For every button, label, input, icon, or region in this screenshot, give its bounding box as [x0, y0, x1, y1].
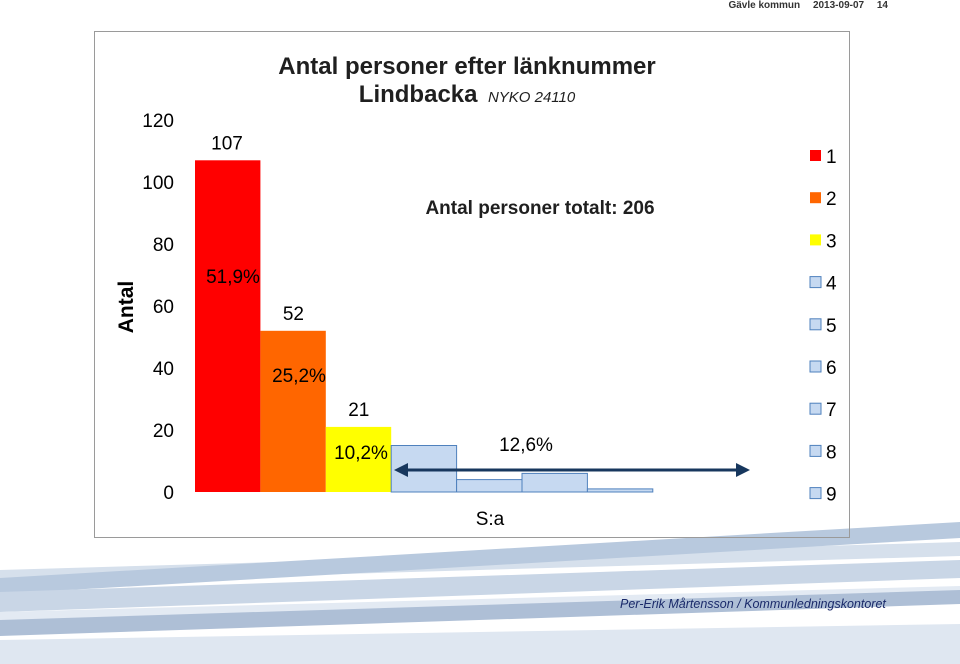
y-tick-label: 100 — [142, 173, 174, 194]
bar-3 — [325, 426, 392, 492]
legend-swatch-6 — [809, 360, 822, 373]
legend-swatch-7 — [809, 402, 822, 415]
range-arrow — [394, 463, 750, 477]
chart-title: Antal personer efter länknummer — [278, 53, 655, 80]
y-tick-label: 120 — [142, 111, 174, 132]
legend-swatch-9 — [809, 487, 822, 500]
legend-label-2: 2 — [826, 189, 837, 210]
bar-7 — [586, 488, 654, 493]
legend-label-6: 6 — [826, 358, 837, 379]
bar-2 — [260, 330, 326, 492]
legend-label-7: 7 — [826, 400, 837, 421]
bar-5 — [456, 479, 523, 493]
y-tick-label: 60 — [153, 297, 174, 318]
legend-label-1: 1 — [826, 147, 837, 168]
chart-subtitle-code: NYKO 24110 — [488, 89, 576, 106]
total-label: Antal personer totalt: 206 — [425, 198, 654, 219]
chart-subtitle-line: Lindbacka NYKO 24110 — [359, 81, 576, 108]
value-label-1: 107 — [211, 133, 243, 154]
legend-label-3: 3 — [826, 231, 837, 252]
y-axis-label: Antal — [115, 281, 138, 334]
y-axis-ticks: 0 20 40 60 80 100 120 — [142, 111, 174, 504]
bar-labels: 107 52 21 51,9% 25,2% 10,2% — [206, 133, 388, 464]
legend: 1 2 3 4 5 6 7 8 9 — [809, 147, 837, 506]
legend-label-5: 5 — [826, 316, 837, 337]
legend-label-9: 9 — [826, 485, 837, 506]
sum-label: S:a — [476, 509, 505, 530]
percent-label-1: 51,9% — [206, 267, 260, 288]
page-number: 14 — [876, 0, 888, 11]
bar-6 — [521, 472, 588, 493]
page-header: Gävle kommun 2013-09-07 14 — [728, 0, 888, 11]
footer-decoration — [0, 522, 960, 664]
legend-swatch-2 — [810, 192, 821, 204]
legend-swatch-4 — [809, 276, 822, 289]
org-name: Gävle kommun — [728, 0, 801, 11]
chart-frame — [94, 31, 850, 538]
y-tick-label: 20 — [153, 421, 174, 442]
y-tick-label: 0 — [163, 483, 174, 504]
header-date: 2013-09-07 — [812, 0, 865, 11]
y-tick-label: 80 — [153, 235, 174, 256]
chart-subtitle: Lindbacka — [359, 81, 478, 108]
percent-label-3: 10,2% — [334, 443, 388, 464]
footer-author: Per-Erik Mårtensson / Kommunledningskont… — [620, 597, 886, 611]
bar-1 — [195, 160, 261, 493]
legend-swatch-8 — [809, 444, 822, 457]
legend-swatch-3 — [810, 234, 821, 246]
chart: Antal Antal personer efter länknummer Li… — [115, 53, 837, 530]
sum-percent-label: 12,6% — [499, 435, 553, 456]
value-label-2: 52 — [283, 304, 304, 325]
value-label-3: 21 — [348, 400, 369, 421]
legend-label-8: 8 — [826, 442, 837, 463]
legend-swatch-1 — [810, 150, 821, 161]
y-tick-label: 40 — [153, 359, 174, 380]
legend-label-4: 4 — [826, 274, 837, 295]
percent-label-2: 25,2% — [272, 366, 326, 387]
bars — [195, 160, 654, 493]
legend-swatch-5 — [809, 318, 822, 331]
